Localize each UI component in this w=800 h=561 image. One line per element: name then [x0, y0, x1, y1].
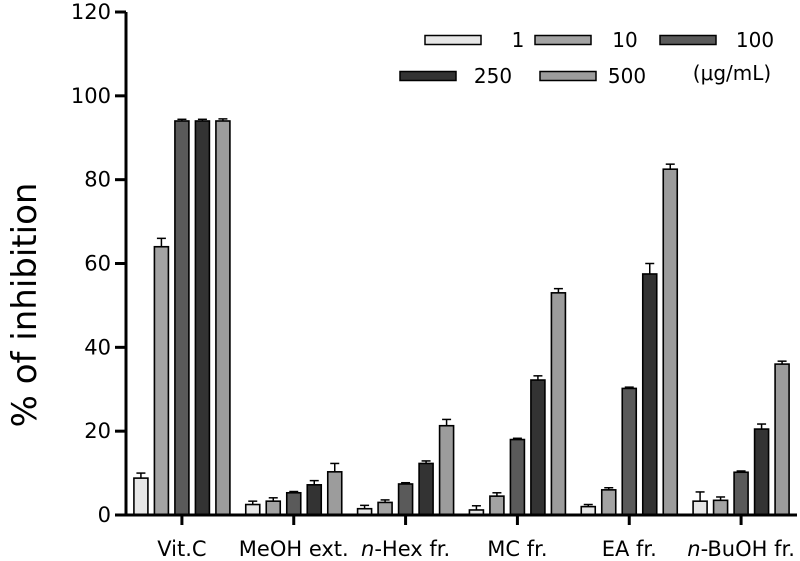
- legend-label: 500: [608, 64, 646, 88]
- legend-label: 250: [474, 64, 512, 88]
- legend-swatch: [424, 34, 482, 46]
- y-tick-label: 100: [71, 84, 111, 108]
- bar: [600, 489, 617, 516]
- x-tick-label-italic: n: [361, 537, 374, 561]
- legend-swatch: [534, 34, 592, 46]
- legend-label: 10: [612, 28, 637, 52]
- bar: [621, 387, 638, 516]
- bar: [712, 499, 729, 516]
- bar: [733, 471, 749, 516]
- x-tick-label: n-BuOH fr.: [687, 537, 795, 561]
- x-tick-label: Vit.C: [157, 537, 206, 561]
- y-tick-label: 80: [84, 168, 111, 192]
- legend-label: 1: [512, 28, 525, 52]
- x-tick-label-italic: n: [687, 537, 700, 561]
- x-axis: Vit.C MeOH ext. n-Hex fr. MC fr. EA fr. n-BuO…: [126, 513, 797, 561]
- x-tick-label: MeOH ext.: [239, 537, 349, 561]
- bar: [174, 120, 190, 516]
- y-tick-label: 20: [84, 419, 111, 443]
- plot-area: [133, 118, 790, 516]
- bar: [397, 483, 414, 516]
- bar: [194, 120, 211, 516]
- legend-unit: (μg/mL): [693, 61, 771, 85]
- bar: [662, 168, 679, 516]
- y-tick-label: 60: [84, 252, 111, 276]
- y-axis-label: % of inhibition: [5, 183, 45, 428]
- bar: [133, 477, 149, 516]
- bar: [418, 462, 434, 516]
- bar: [285, 491, 302, 516]
- bar: [438, 424, 455, 516]
- bar: [377, 501, 393, 516]
- y-axis: 0 20 40 60 80 100 120: [71, 0, 128, 527]
- bar: [215, 120, 231, 516]
- x-tick-label-part: Vit.C: [157, 537, 206, 561]
- legend-swatch: [399, 70, 457, 82]
- x-tick-label: n-Hex fr.: [361, 537, 450, 561]
- bar: [153, 245, 170, 516]
- x-tick-label: EA fr.: [602, 537, 657, 561]
- legend-swatch: [539, 70, 597, 82]
- bar: [326, 471, 343, 516]
- bar: [306, 484, 323, 516]
- bar: [489, 495, 505, 516]
- legend-label: 100: [736, 28, 774, 52]
- legend-swatch: [659, 34, 717, 46]
- bar: [244, 503, 261, 516]
- bar: [265, 500, 282, 516]
- x-tick-label-part: -BuOH fr.: [701, 537, 795, 561]
- y-tick-label: 40: [84, 335, 111, 359]
- bar: [774, 363, 790, 516]
- bar: [641, 273, 658, 516]
- x-tick-label-part: EA fr.: [602, 537, 657, 561]
- x-tick-label-part: MeOH ext.: [239, 537, 349, 561]
- x-tick-label-part: -Hex fr.: [374, 537, 450, 561]
- y-tick-label: 120: [71, 0, 111, 24]
- legend: 1 10 100 250 500 (μg/mL): [399, 28, 774, 88]
- y-tick-label: 0: [98, 503, 111, 527]
- bar: [692, 500, 708, 516]
- x-tick-label-part: MC fr.: [487, 537, 547, 561]
- x-tick-label: MC fr.: [487, 537, 547, 561]
- bar: [509, 438, 526, 516]
- bar: [753, 428, 770, 516]
- bar: [550, 292, 567, 516]
- bar: [530, 379, 546, 516]
